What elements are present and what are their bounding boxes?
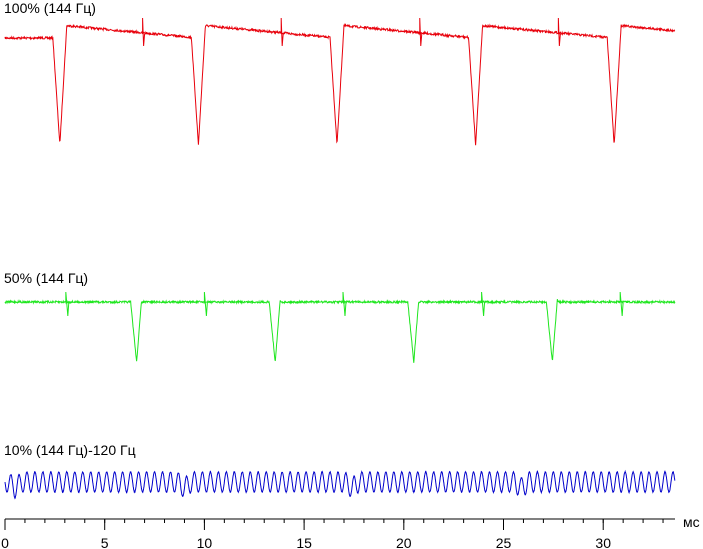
- x-tick-label: 25: [496, 535, 512, 549]
- series-glitch-100: [280, 17, 284, 47]
- series-glitch-50: [481, 291, 486, 317]
- series-layer: [4, 17, 676, 500]
- series-glitch-50: [65, 291, 70, 317]
- series-line-10: [4, 469, 676, 500]
- x-tick-label: 15: [296, 535, 312, 549]
- series-label-10: 10% (144 Гц)-120 Гц: [4, 442, 136, 458]
- x-tick-label: 10: [197, 535, 213, 549]
- x-axis-ticks: 0 5 10 15 20 25 30: [1, 519, 664, 549]
- series-line-50: [4, 299, 676, 363]
- x-tick-label: 0: [1, 535, 9, 549]
- series-glitch-100: [419, 17, 423, 47]
- x-tick-label: 20: [396, 535, 412, 549]
- x-axis-unit-label: мс: [683, 514, 700, 530]
- series-line-100: [4, 23, 676, 146]
- series-glitch-50: [203, 291, 208, 317]
- series-glitch-50: [342, 291, 347, 317]
- series-label-100: 100% (144 Гц): [4, 0, 96, 16]
- series-glitch-100: [142, 17, 146, 47]
- series-glitch-50: [619, 291, 624, 317]
- x-tick-label: 30: [595, 535, 611, 549]
- series-glitch-100: [557, 17, 561, 47]
- series-label-50: 50% (144 Гц): [4, 270, 88, 286]
- x-tick-label: 5: [101, 535, 109, 549]
